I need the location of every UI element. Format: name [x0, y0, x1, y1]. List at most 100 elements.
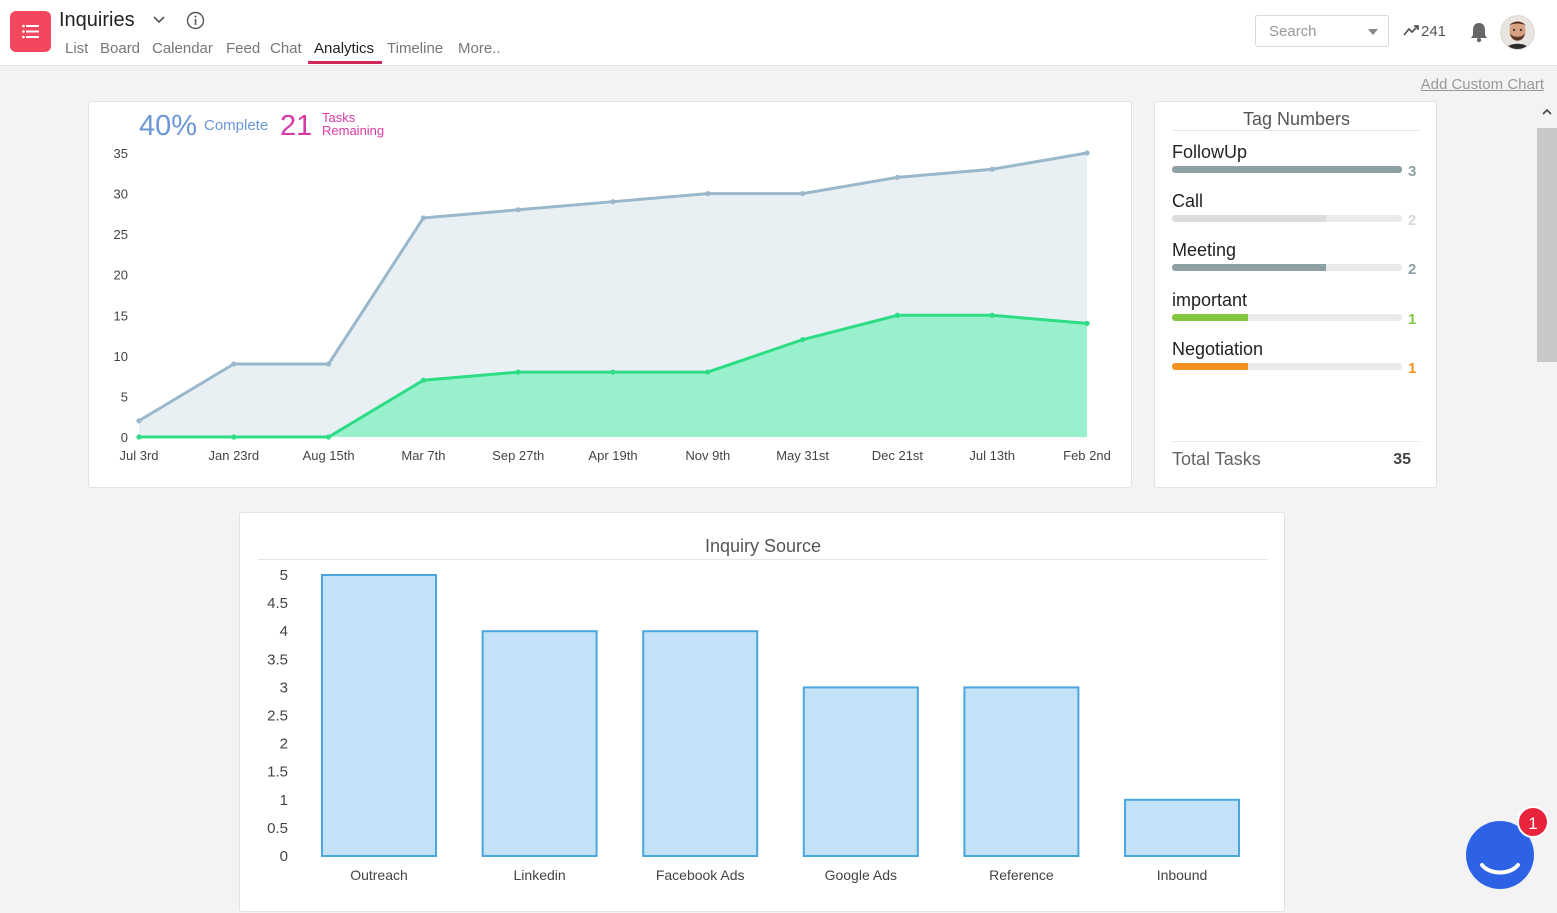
list-icon[interactable] [10, 11, 51, 52]
scroll-thumb[interactable] [1537, 128, 1557, 362]
inquiry-source-bar-chart: 0 0.5 1 1.5 2 2.5 3 3.5 4 4.5 5 Outreach Linkedin Fac… [267, 567, 1240, 883]
series-area [139, 315, 1087, 437]
y-tick-label: 25 [114, 227, 128, 242]
search-input[interactable] [1267, 22, 1361, 41]
x-tick-label: Jul 3rd [119, 448, 158, 463]
y-tick-label: 5 [280, 567, 288, 584]
tag-count: 2 [1408, 212, 1417, 229]
y-tick-label: 35 [114, 146, 128, 161]
bar [481, 630, 598, 857]
tag-progress-bar [1172, 166, 1402, 173]
tab-chat[interactable]: Chat [270, 40, 302, 57]
y-tick-label: 1.5 [267, 764, 288, 781]
data-point [989, 312, 995, 318]
data-point [231, 361, 237, 367]
info-icon[interactable] [186, 11, 205, 30]
data-point [515, 369, 521, 375]
x-tick-label: Jul 13th [969, 448, 1015, 463]
bar [1124, 798, 1240, 857]
data-point [1084, 320, 1090, 326]
data-point [705, 369, 711, 375]
tag-name: Meeting [1172, 240, 1237, 260]
y-tick-label: 2.5 [267, 708, 288, 725]
data-point [231, 434, 237, 440]
y-tick-label: 30 [114, 187, 128, 202]
data-point [136, 434, 142, 440]
x-tick-label: Google Ads [825, 867, 897, 883]
trend-count[interactable]: 241 [1421, 23, 1447, 40]
divider [258, 559, 1268, 560]
tasks-label: Tasks [322, 110, 356, 125]
tag-row: important 1 [1172, 290, 1422, 330]
data-point [515, 207, 521, 213]
progress-chart-panel: 40% Complete 21 Tasks Remaining 0 5 10 15 20 2… [88, 101, 1132, 488]
y-tick-label: 2 [280, 736, 288, 753]
top-bar: Inquiries List Board Calendar Feed Chat … [0, 0, 1557, 66]
tab-more[interactable]: More.. [458, 40, 501, 57]
x-tick-label: Aug 15th [303, 448, 355, 463]
x-tick-label: Linkedin [514, 867, 566, 883]
y-tick-label: 20 [114, 268, 128, 283]
y-tick-label: 0 [280, 848, 288, 865]
tag-progress-fill [1172, 264, 1327, 271]
y-tick-label: 15 [114, 308, 128, 323]
total-tasks-label: Total Tasks [1172, 449, 1261, 469]
divider [1172, 130, 1419, 131]
tag-name: important [1172, 290, 1248, 310]
y-tick-label: 4.5 [267, 595, 288, 612]
divider [1172, 441, 1419, 442]
tag-progress-fill [1172, 215, 1327, 222]
bell-icon[interactable] [1469, 21, 1489, 43]
x-tick-label: Outreach [350, 867, 408, 883]
caret-down-icon[interactable] [1368, 29, 1378, 35]
y-tick-label: 0.5 [267, 820, 288, 837]
bar [963, 686, 1080, 857]
tab-timeline[interactable]: Timeline [387, 40, 444, 57]
data-point [1084, 150, 1090, 156]
data-point [610, 199, 616, 205]
add-custom-chart-link[interactable]: Add Custom Chart [1420, 76, 1544, 93]
chart-title: Inquiry Source [704, 536, 822, 556]
y-tick-label: 0 [121, 430, 128, 445]
tab-calendar[interactable]: Calendar [152, 40, 213, 57]
data-point [989, 166, 995, 172]
tab-analytics[interactable]: Analytics [314, 40, 375, 57]
avatar[interactable] [1500, 15, 1535, 50]
tag-row: Call 2 [1172, 191, 1422, 231]
tag-row: Meeting 2 [1172, 240, 1422, 280]
x-tick-label: Reference [989, 867, 1054, 883]
complete-percent: 40% [139, 110, 198, 142]
y-tick-label: 5 [121, 389, 128, 404]
bar [642, 630, 759, 857]
remaining-count: 21 [280, 110, 313, 142]
tab-feed[interactable]: Feed [226, 40, 261, 57]
data-point [705, 190, 711, 197]
inquiry-source-panel: Inquiry Source 0 0.5 1 1.5 2 2.5 3 3.5 4 4.5 5 Outr… [239, 512, 1285, 912]
scrollbar[interactable] [1537, 101, 1557, 897]
tag-count: 1 [1408, 360, 1417, 377]
x-tick-label: Jan 23rd [209, 448, 260, 463]
data-point [326, 361, 332, 367]
bar [802, 686, 919, 857]
search-dropdown[interactable] [1255, 15, 1389, 47]
y-tick-label: 1 [280, 792, 288, 809]
chat-smile-icon [1480, 863, 1520, 875]
data-point [420, 215, 426, 221]
tag-count: 3 [1408, 163, 1417, 180]
y-tick-label: 3.5 [267, 651, 288, 668]
x-tick-label: Inbound [1157, 867, 1208, 883]
tab-list[interactable]: List [65, 40, 89, 57]
x-tick-label: May 31st [776, 448, 829, 463]
total-tasks-value: 35 [1393, 451, 1411, 468]
tag-progress-bar [1172, 215, 1402, 222]
tag-numbers-panel: Tag Numbers FollowUp 3 Call 2 Meeting 2 import… [1154, 101, 1437, 488]
chevron-down-icon[interactable] [151, 12, 167, 28]
page-title: Inquiries [59, 9, 135, 31]
tab-board[interactable]: Board [100, 40, 141, 57]
data-point [800, 337, 806, 343]
trend-up-icon[interactable] [1403, 23, 1420, 37]
complete-label: Complete [204, 117, 269, 134]
chat-notification-badge[interactable]: 1 [1517, 806, 1549, 838]
scroll-up-icon[interactable] [1542, 108, 1552, 116]
y-tick-label: 4 [280, 623, 288, 640]
